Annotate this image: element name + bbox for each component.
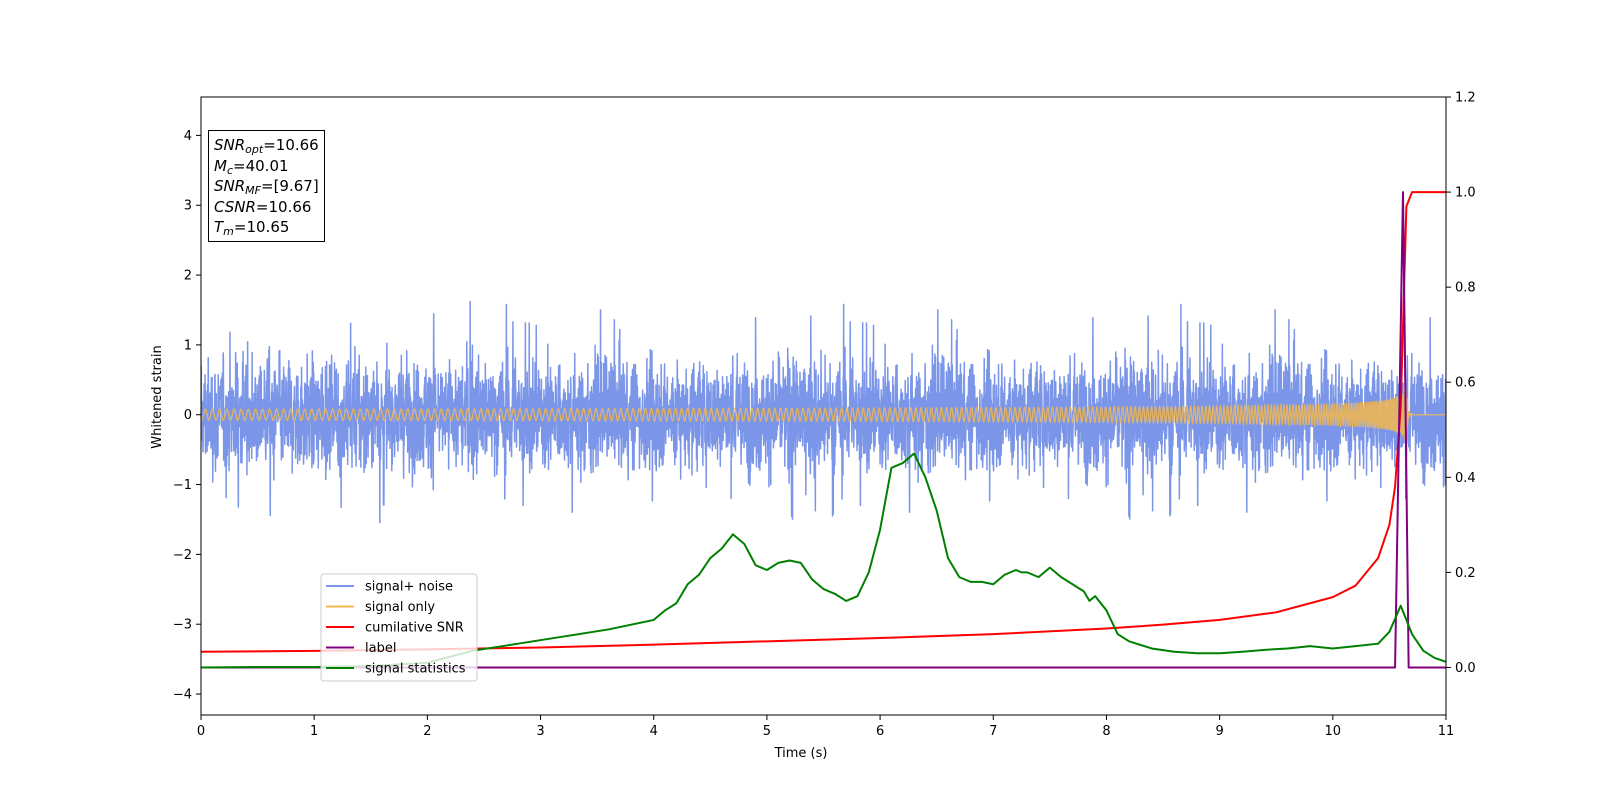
mc-symbol: M [214,156,227,175]
y-right-tick-label: 0.0 [1455,661,1476,676]
axes: 0 1 2 3 4 5 6 7 8 9 10 11 −4 −3 −2 −1 0 1 2 3 4 0.0 0.2 0.4 0.6 0… [173,91,1476,740]
y-left-tick-label: 1 [184,338,192,353]
plot-area [201,191,1446,669]
legend: signal+ noise signal only cumilative SNR la… [320,573,478,682]
y-right-tick-label: 0.2 [1455,566,1476,581]
info-box: SNRopt=10.66 Mc=40.01 SNRMF=[9.67] CSNR=… [208,130,325,242]
y-left-tick-label: −3 [173,618,192,633]
csnr-symbol: CSNR [214,197,256,216]
y-left-tick-label: 0 [184,408,192,423]
snr-mf-value: =[9.67] [261,177,319,195]
series-group [201,191,1446,669]
y-axis-label: Whitened strain [150,345,165,448]
x-tick-label: 4 [650,724,658,739]
snr-opt-symbol: SNR [214,136,246,154]
y-left-tick-label: −1 [173,478,192,493]
x-tick-label: 3 [536,724,544,739]
y-left-tick-label: 2 [184,269,192,284]
tm-value: =10.65 [233,218,290,236]
tm-subscript: m [223,225,234,238]
legend-label: signal+ noise [365,580,453,595]
y-left-tick-label: 3 [184,199,192,214]
series-line-signal-only [201,387,1446,441]
tm-line: Tm=10.65 [214,217,319,238]
series-line-signal-noise [201,300,1446,524]
tm-symbol: T [214,218,224,236]
x-tick-label: 2 [423,724,431,739]
y-right-tick-label: 0.8 [1455,281,1476,296]
mc-line: Mc=40.01 [214,156,319,177]
mc-value: =40.01 [233,156,289,175]
x-tick-label: 5 [763,724,771,739]
x-tick-label: 7 [989,724,997,739]
x-tick-label: 0 [197,724,205,739]
legend-box [320,573,478,682]
legend-label: cumilative SNR [365,621,464,636]
snr-mf-symbol: SNR [214,177,246,195]
series-line-signal-statistics [201,452,1446,669]
x-tick-label: 1 [310,724,318,739]
x-tick-label: 11 [1438,724,1455,739]
x-tick-label: 9 [1215,724,1223,739]
legend-label: signal only [365,600,435,615]
x-tick-label: 6 [876,724,884,739]
y-right-tick-label: 0.4 [1455,471,1476,486]
y-left-tick-label: −2 [173,548,192,563]
y-left-tick-label: −4 [173,688,192,703]
snr-opt-subscript: opt [245,143,264,156]
y-right-tick-label: 0.6 [1455,376,1476,391]
y-right-tick-label: 1.2 [1455,91,1476,106]
snr-mf-subscript: MF [245,184,261,197]
snr-opt-value: =10.66 [263,136,319,154]
mc-subscript: c [226,163,234,177]
legend-label: label [365,641,396,656]
x-axis-label: Time (s) [774,746,828,761]
x-tick-label: 10 [1325,724,1342,739]
snr-mf-line: SNRMF=[9.67] [214,176,319,197]
plot-frame [200,96,1447,716]
csnr-line: CSNR=10.66 [214,197,319,218]
snr-opt-line: SNRopt=10.66 [214,135,319,156]
series-line-label [201,191,1446,669]
y-right-tick-label: 1.0 [1455,186,1476,201]
x-tick-label: 8 [1102,724,1110,739]
legend-label: signal statistics [365,662,466,677]
csnr-value: =10.66 [255,197,312,216]
y-left-tick-label: 4 [184,129,192,144]
